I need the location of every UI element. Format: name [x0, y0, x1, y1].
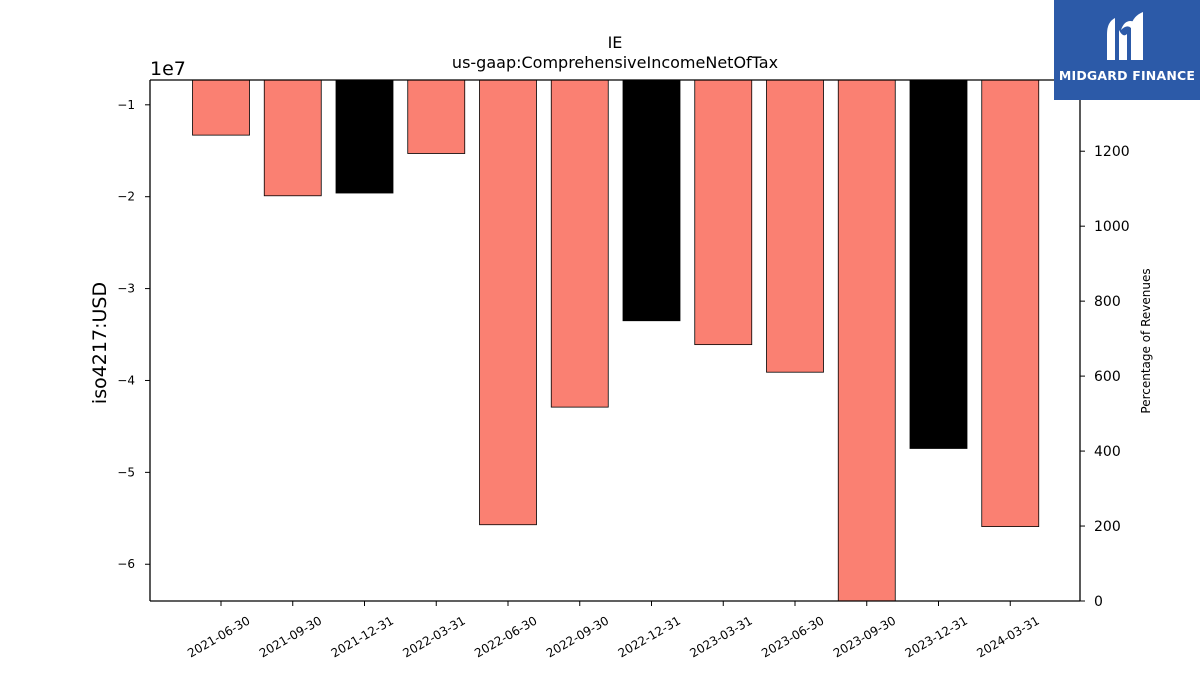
- logo-badge: MIDGARD FINANCE: [1054, 0, 1200, 100]
- y-ticks-group: −1 −2 −3 −4 −5 −6: [117, 98, 150, 571]
- x-tick-label: 2022-06-30: [472, 613, 539, 660]
- x-tick-label: 2021-06-30: [185, 613, 252, 660]
- axes-group: [149, 79, 1081, 602]
- bar-2022-03-31: [407, 79, 466, 154]
- y2-tick-label: 0: [1094, 594, 1103, 610]
- y-tick-label: −3: [117, 282, 135, 296]
- midgard-logo-icon: [1107, 12, 1143, 60]
- bar-2021-06-30: [192, 79, 250, 136]
- logo-text: MIDGARD FINANCE: [1058, 68, 1196, 83]
- bar-2021-12-31: [335, 79, 394, 194]
- bar-2023-03-31: [694, 79, 753, 346]
- y-tick-label: −6: [117, 557, 135, 571]
- y2-tick-label: 200: [1094, 519, 1121, 535]
- bar-2023-09-30: [837, 79, 896, 602]
- y-axis-label: iso4217:USD: [89, 282, 111, 404]
- y2-tick-label: 600: [1094, 369, 1121, 385]
- y-tick-label: −1: [117, 98, 135, 112]
- x-tick-label: 2022-09-30: [544, 613, 611, 660]
- bar-2023-06-30: [766, 79, 824, 373]
- y-tick-label: −5: [117, 465, 135, 479]
- y2-tick-label: 1000: [1094, 219, 1130, 235]
- bar-2021-09-30: [263, 79, 322, 197]
- y-tick-label: −4: [117, 373, 135, 387]
- x-tick-label: 2021-09-30: [257, 613, 324, 660]
- y2-tick-label: 800: [1094, 294, 1121, 310]
- y2-ticks-group: 0 200 400 600 800 1000 1200: [1080, 144, 1130, 610]
- x-tick-label: 2022-12-31: [616, 613, 683, 660]
- bar-2022-06-30: [479, 79, 537, 526]
- bar-2024-03-31: [981, 79, 1040, 527]
- chart-title-line2: us-gaap:ComprehensiveIncomeNetOfTax: [452, 53, 778, 72]
- x-tick-label: 2023-03-31: [687, 613, 754, 660]
- x-tick-label: 2022-03-31: [400, 613, 467, 660]
- y2-axis-label: Percentage of Revenues: [1139, 268, 1153, 413]
- bar-2022-12-31: [622, 79, 681, 322]
- y2-tick-label: 400: [1094, 444, 1121, 460]
- x-tick-label: 2024-03-31: [974, 613, 1041, 660]
- y-tick-label: −2: [117, 190, 135, 204]
- bar-2023-12-31: [909, 79, 968, 449]
- x-tick-label: 2021-12-31: [329, 613, 396, 660]
- x-tick-label: 2023-12-31: [903, 613, 970, 660]
- y2-tick-label: 1200: [1094, 144, 1130, 160]
- bars-group: [192, 79, 1040, 602]
- bar-2022-09-30: [550, 79, 609, 408]
- x-tick-label: 2023-06-30: [759, 613, 826, 660]
- x-tick-label: 2023-09-30: [831, 613, 898, 660]
- chart-title-line1: IE: [608, 33, 623, 52]
- x-ticks-group: 2021-06-30 2021-09-30 2021-12-31 2022-03-31…: [185, 601, 1042, 660]
- y-offset-label: 1e7: [150, 58, 186, 80]
